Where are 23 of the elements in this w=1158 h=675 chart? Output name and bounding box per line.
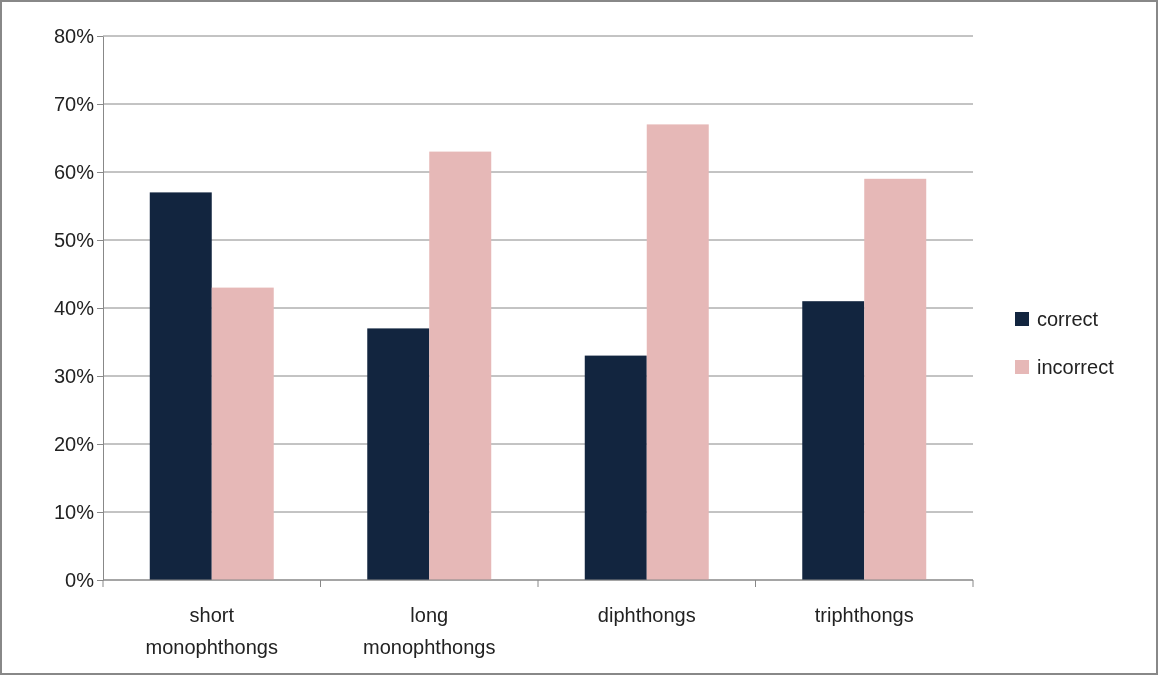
bar	[584, 355, 647, 580]
y-tick-label: 20%	[53, 432, 95, 455]
bar	[802, 301, 865, 580]
x-tick-label: diphthongs	[597, 604, 696, 626]
legend-label: correct	[1037, 308, 1099, 330]
bar	[211, 287, 274, 580]
legend-label: incorrect	[1037, 356, 1115, 378]
x-tick-label: long monophthongs	[363, 604, 496, 658]
y-tick-label: 50%	[53, 228, 95, 251]
bar	[367, 328, 430, 580]
bar	[149, 192, 212, 580]
y-tick-label: 70%	[53, 92, 95, 115]
bar	[646, 124, 709, 580]
y-tick-label: 60%	[53, 160, 95, 183]
y-tick-label: 80%	[53, 24, 95, 47]
x-tick-label: triphthongs	[814, 604, 914, 626]
bar	[864, 178, 927, 580]
y-tick-label: 40%	[53, 296, 95, 319]
y-tick-label: 30%	[53, 364, 95, 387]
bar	[429, 151, 492, 580]
y-tick-label: 10%	[53, 500, 95, 523]
y-tick-label: 0%	[65, 568, 95, 591]
x-tick-label: short monophthongs	[145, 604, 278, 658]
